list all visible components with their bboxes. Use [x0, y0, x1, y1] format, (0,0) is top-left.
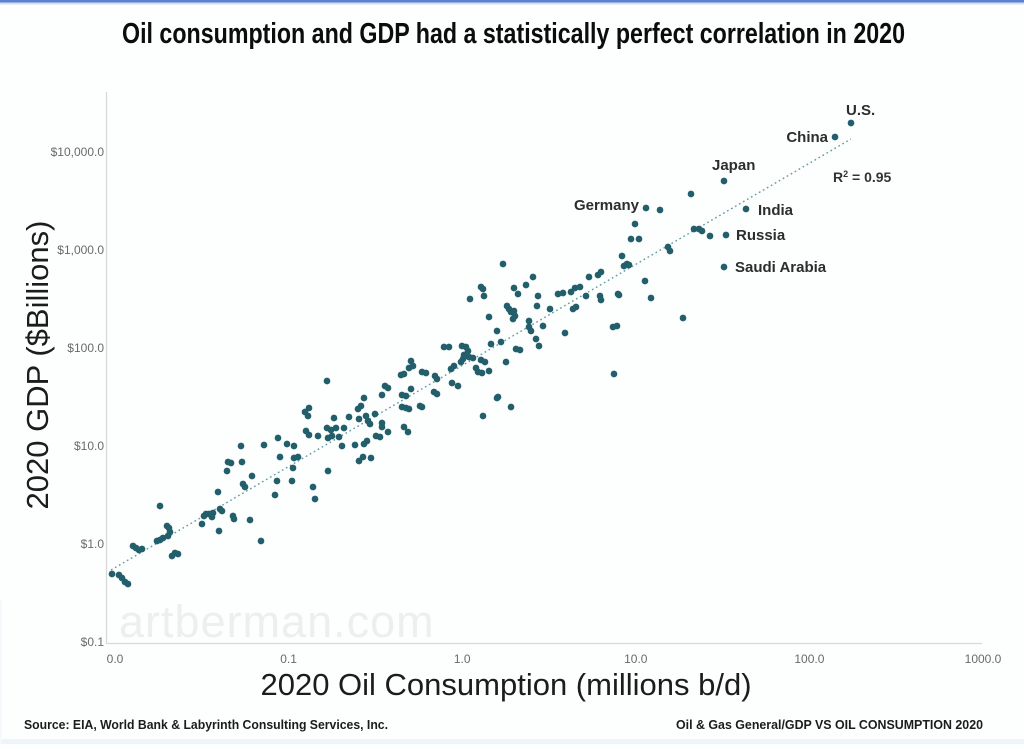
svg-text:1000.0: 1000.0	[965, 652, 1002, 666]
svg-text:2020 GDP ($Billions): 2020 GDP ($Billions)	[20, 221, 55, 510]
svg-text:U.S.: U.S.	[846, 102, 875, 119]
svg-text:Oil & Gas General/GDP VS OIL C: Oil & Gas General/GDP VS OIL CONSUMPTION…	[676, 717, 983, 732]
svg-text:100.0: 100.0	[794, 652, 824, 666]
svg-text:0.0: 0.0	[107, 652, 124, 666]
svg-text:10.0: 10.0	[624, 652, 648, 666]
svg-text:$100.0: $100.0	[67, 341, 104, 355]
svg-text:1.0: 1.0	[454, 652, 471, 666]
svg-text:Russia: Russia	[736, 227, 786, 244]
svg-text:$0.1: $0.1	[81, 635, 105, 649]
svg-text:0.1: 0.1	[280, 652, 297, 666]
svg-text:Japan: Japan	[712, 157, 755, 174]
svg-text:Oil consumption and GDP had a: Oil consumption and GDP had a statistica…	[122, 18, 905, 50]
svg-text:Saudi Arabia: Saudi Arabia	[735, 259, 827, 276]
svg-text:India: India	[758, 202, 794, 219]
svg-text:R2 = 0.95: R2 = 0.95	[833, 169, 892, 185]
svg-text:China: China	[786, 129, 828, 146]
svg-text:$1.0: $1.0	[81, 537, 105, 551]
svg-text:Source: EIA, World Bank & Laby: Source: EIA, World Bank & Labyrinth Cons…	[24, 717, 388, 732]
svg-text:$10,000.0: $10,000.0	[51, 145, 105, 159]
svg-text:Germany: Germany	[574, 197, 640, 214]
svg-text:$10.0: $10.0	[74, 439, 104, 453]
svg-text:2020 Oil Consumption (millions: 2020 Oil Consumption (millions b/d)	[260, 667, 751, 702]
svg-text:$1,000.0: $1,000.0	[57, 243, 104, 257]
svg-text:artberman.com: artberman.com	[119, 596, 435, 647]
